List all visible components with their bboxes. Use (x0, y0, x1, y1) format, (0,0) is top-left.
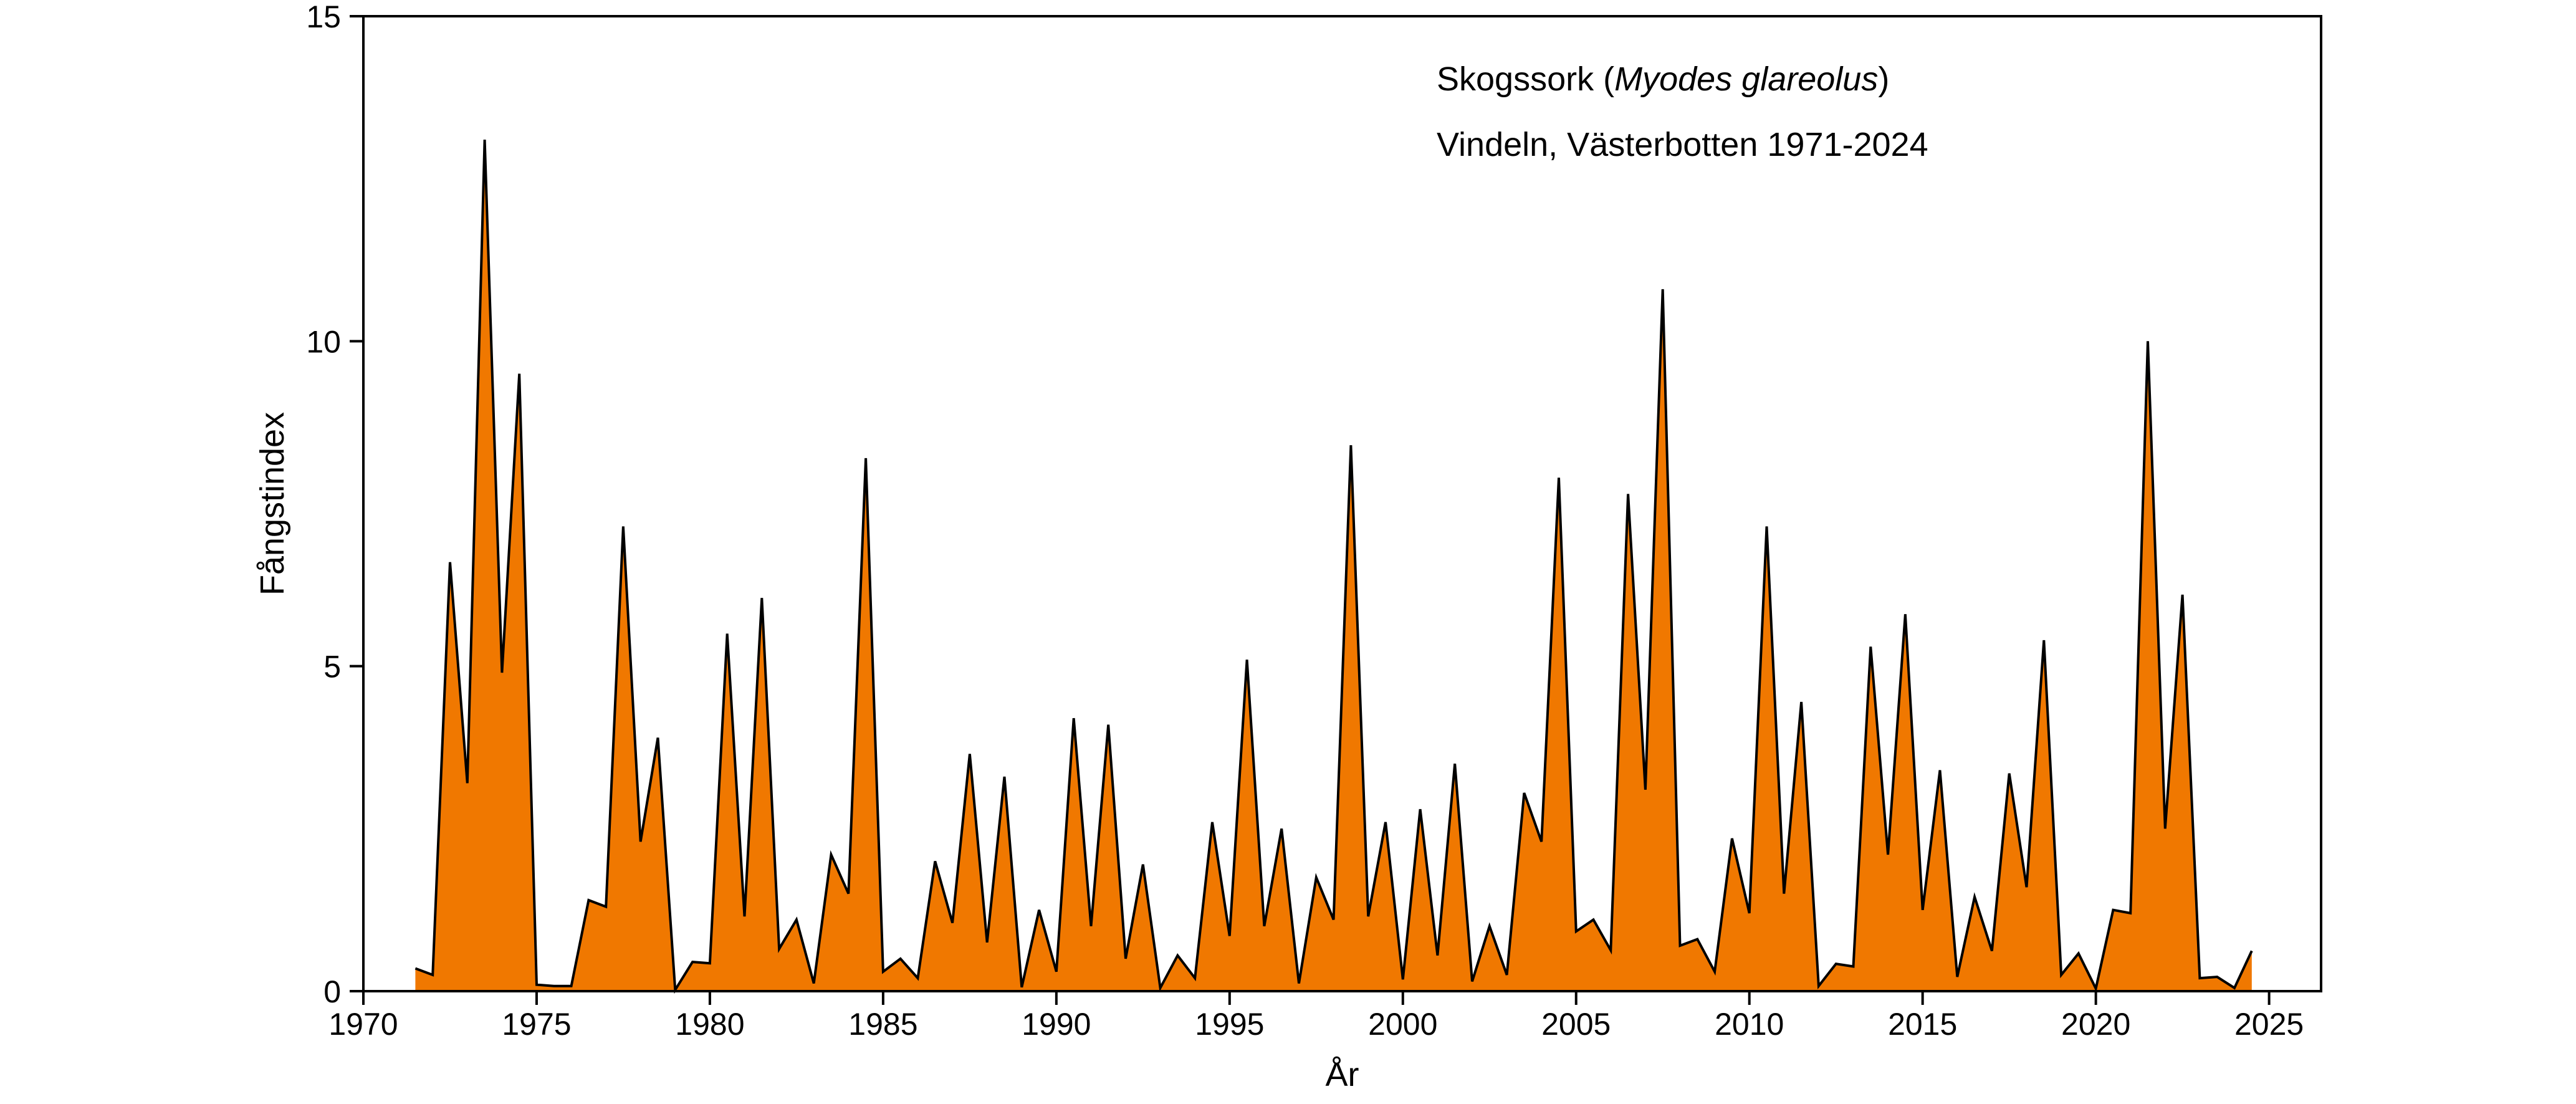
series-area-fill (415, 140, 2252, 992)
x-tick-label-2015: 2015 (1888, 1007, 1957, 1042)
x-tick-label-1980: 1980 (675, 1007, 744, 1042)
x-axis-title: År (1326, 1056, 1359, 1093)
x-tick-label-2025: 2025 (2234, 1007, 2304, 1042)
y-tick-label-10: 10 (306, 324, 341, 359)
y-axis-title: Fångstindex (254, 412, 291, 595)
y-tick-label-15: 15 (306, 0, 341, 34)
x-tick-label-2020: 2020 (2061, 1007, 2130, 1042)
species-paren-close: ) (1878, 60, 1889, 98)
series-line (414, 140, 2253, 994)
species-annotation: Skogssork (Myodes glareolus) (1437, 60, 1889, 98)
x-tick-label-1995: 1995 (1195, 1007, 1264, 1042)
axes: 1970 1975 1980 1985 1990 1995 2000 2005 2010 2015… (306, 0, 2322, 1042)
plot-frame (362, 15, 2322, 992)
x-tick-label-2010: 2010 (1715, 1007, 1784, 1042)
x-tick-label-2005: 2005 (1541, 1007, 1611, 1042)
species-common-name: Skogssork ( (1437, 60, 1614, 98)
x-tick-label-1970: 1970 (328, 1007, 398, 1042)
x-tick-label-1990: 1990 (1022, 1007, 1091, 1042)
y-tick-label-5: 5 (323, 650, 341, 684)
location-annotation: Vindeln, Västerbotten 1971-2024 (1437, 126, 1928, 163)
species-latin-name: Myodes glareolus (1614, 60, 1878, 98)
x-tick-label-1975: 1975 (502, 1007, 571, 1042)
plot-area (414, 140, 2253, 994)
y-tick-label-0: 0 (323, 974, 341, 1009)
x-tick-label-1985: 1985 (848, 1007, 917, 1042)
x-tick-label-2000: 2000 (1368, 1007, 1437, 1042)
